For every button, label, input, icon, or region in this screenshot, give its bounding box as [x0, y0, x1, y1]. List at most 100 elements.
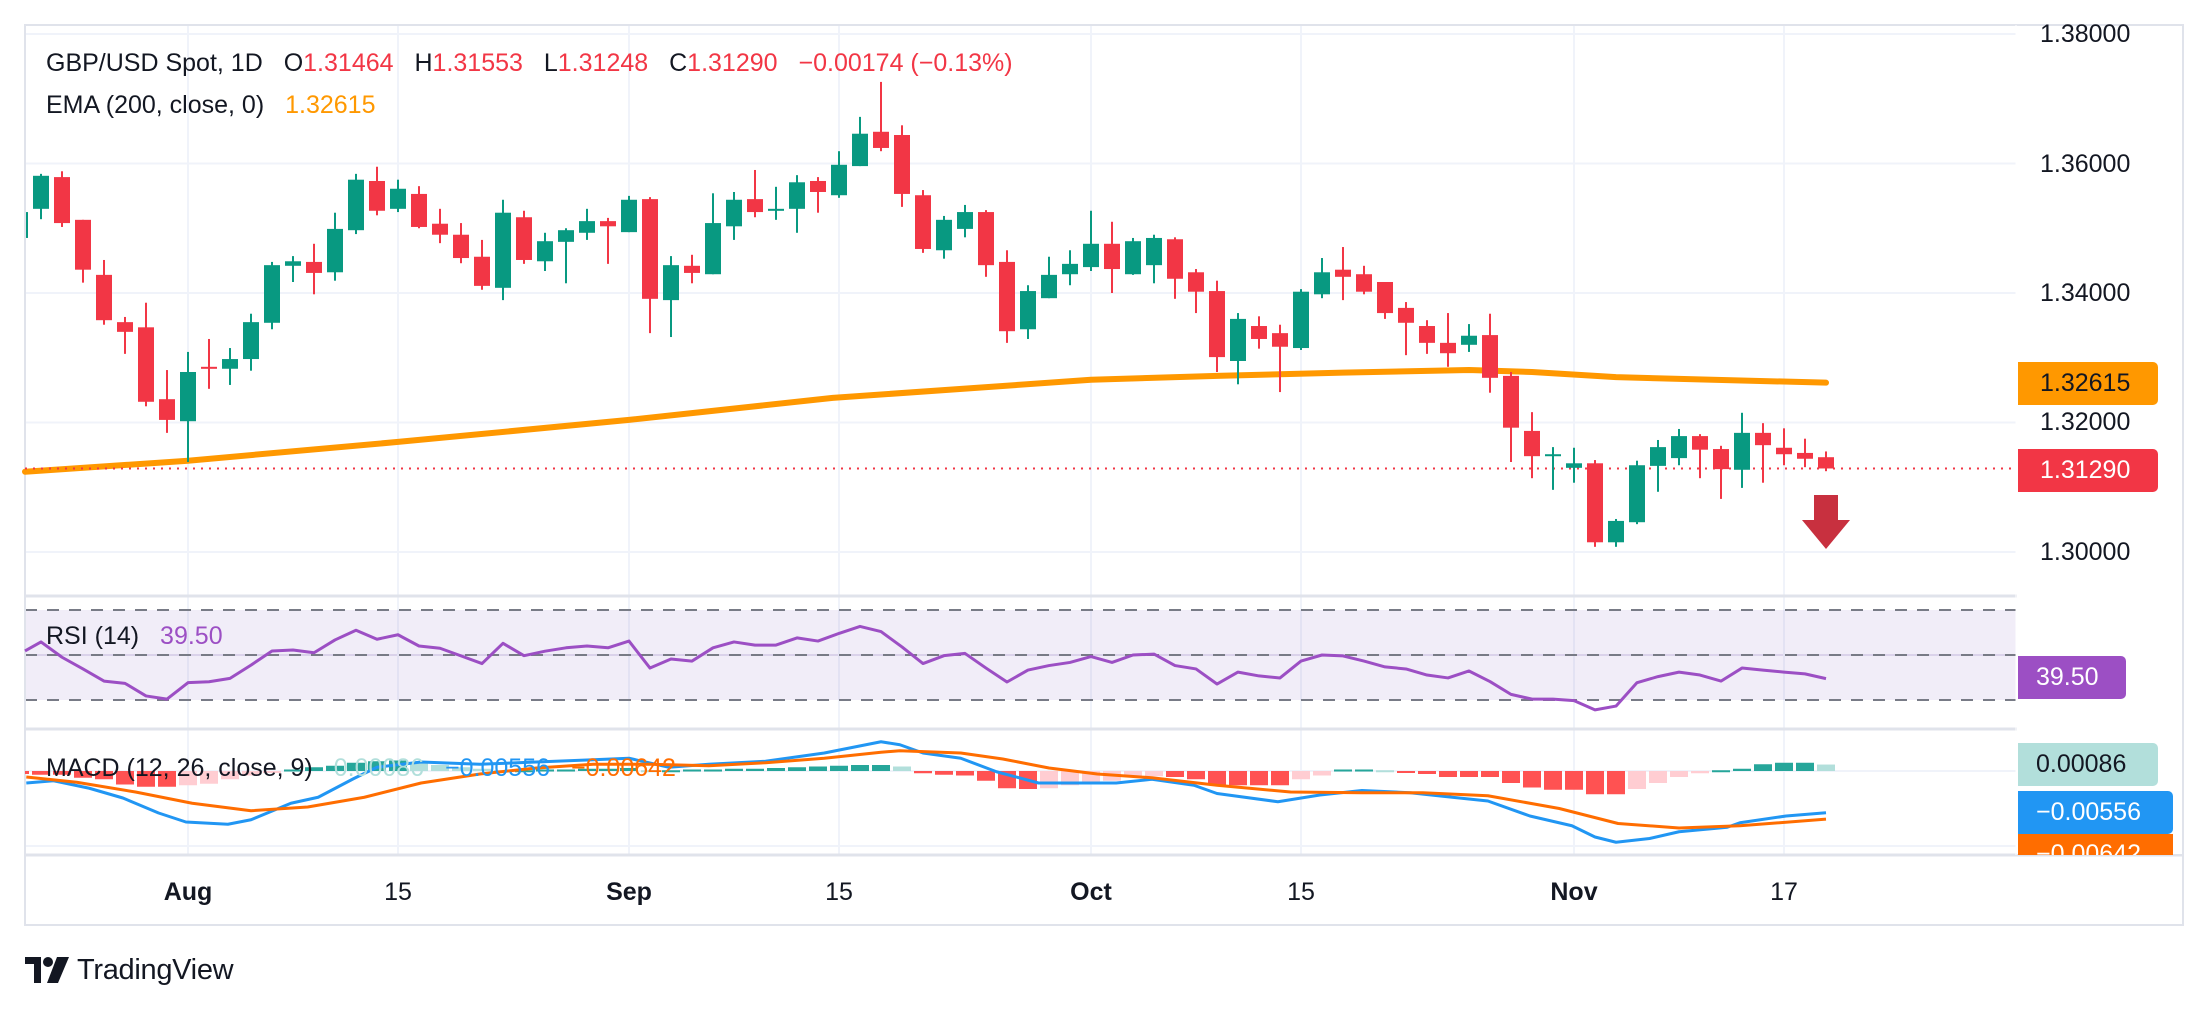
- high-value: 1.31553: [432, 49, 523, 77]
- candle-body: [1272, 333, 1288, 347]
- candle: [1125, 237, 1141, 275]
- candle: [558, 228, 574, 284]
- candle-body: [411, 193, 427, 227]
- candle: [1503, 371, 1519, 462]
- candle-body: [768, 208, 784, 211]
- candle-body: [26, 214, 28, 235]
- macd-histogram-bar: [431, 765, 449, 771]
- candle: [978, 210, 994, 277]
- price-tick-label: 1.38000: [2040, 20, 2131, 48]
- candle-body: [390, 188, 406, 209]
- candle-body: [1230, 318, 1246, 361]
- ema-price-tag: 1.32615: [2018, 362, 2158, 405]
- candle: [894, 125, 910, 207]
- candle-body: [96, 274, 112, 321]
- macd-histogram-bar: [1040, 771, 1058, 789]
- candle: [831, 151, 847, 198]
- ema-legend-value: 1.32615: [285, 91, 376, 119]
- candle: [411, 186, 427, 229]
- macd-line: [26, 740, 1827, 844]
- macd-histogram-bar: [263, 771, 281, 773]
- macd-histogram-bar: [620, 768, 638, 771]
- macd-legend-label[interactable]: MACD (12, 26, close, 9): [46, 754, 313, 782]
- candle: [600, 217, 616, 264]
- macd-histogram-bar: [347, 762, 365, 771]
- macd-histogram-bar: [515, 770, 533, 773]
- symbol-title[interactable]: GBP/USD Spot, 1D: [46, 49, 263, 77]
- candle-body: [1797, 452, 1813, 459]
- ema-legend-label[interactable]: EMA (200, close, 0): [46, 91, 265, 119]
- candle: [474, 239, 490, 290]
- macd-histogram-bar: [956, 771, 974, 776]
- candle-body: [1566, 463, 1582, 468]
- candle-body: [579, 221, 595, 233]
- candle: [1398, 302, 1414, 356]
- macd-histogram-bar: [893, 766, 911, 771]
- candle-body: [33, 175, 49, 209]
- candle-body: [1776, 447, 1792, 455]
- candle-body: [537, 241, 553, 262]
- candle-body: [327, 228, 343, 273]
- macd-histogram-bar: [1271, 771, 1289, 786]
- macd-histogram-bar: [578, 768, 596, 771]
- macd-histogram-bar: [1649, 771, 1667, 783]
- candle: [768, 186, 784, 220]
- macd-legend: MACD (12, 26, close, 9) 0.00086 −0.00556…: [46, 753, 676, 783]
- macd-legend-histogram: 0.00086: [333, 754, 425, 782]
- candle-body: [747, 199, 763, 213]
- candle: [432, 208, 448, 244]
- candle: [390, 179, 406, 213]
- candle-body: [1587, 463, 1603, 543]
- candle: [1230, 313, 1246, 385]
- price-tick-label: 1.36000: [2040, 150, 2131, 178]
- macd-signal-line: [26, 749, 1827, 830]
- candle-body: [1398, 307, 1414, 323]
- macd-histogram-bar: [1418, 771, 1436, 774]
- candle-body: [1209, 291, 1225, 358]
- candle-body: [243, 322, 259, 360]
- macd-histogram-bar: [158, 771, 176, 787]
- ema-legend: EMA (200, close, 0) 1.32615: [46, 90, 375, 120]
- candle-body: [789, 182, 805, 209]
- macd-histogram-bar: [599, 768, 617, 771]
- candle: [1377, 281, 1393, 319]
- tradingview-logo[interactable]: TradingView: [25, 952, 234, 988]
- candle-body: [138, 327, 154, 402]
- candle: [663, 256, 679, 338]
- macd-histogram-bar: [536, 769, 554, 772]
- candle: [1083, 210, 1099, 271]
- candle: [1755, 423, 1771, 483]
- rsi-legend-label[interactable]: RSI (14): [46, 622, 140, 650]
- candle-body: [495, 212, 511, 288]
- macd-histogram-bar: [1166, 771, 1184, 777]
- low-value: 1.31248: [557, 49, 649, 77]
- macd-histogram-bar: [53, 771, 71, 775]
- macd-histogram-bar: [95, 771, 113, 780]
- candle: [1167, 237, 1183, 299]
- candle-body: [1083, 243, 1099, 268]
- low-label: L: [543, 49, 558, 77]
- candle-body: [1335, 269, 1351, 277]
- macd-histogram-bar: [74, 771, 92, 778]
- macd-histogram-bar: [242, 771, 260, 776]
- candle: [705, 193, 721, 275]
- candle: [1335, 247, 1351, 301]
- candle-body: [369, 180, 385, 211]
- candle: [810, 177, 826, 213]
- macd-histogram-bar: [179, 771, 197, 786]
- macd-histogram-bar: [1586, 771, 1604, 795]
- candle-body: [1608, 520, 1624, 543]
- macd-line-tag: −0.00556: [2018, 791, 2173, 834]
- candle-body: [1650, 447, 1666, 466]
- macd-legend-signal: −0.00642: [570, 754, 676, 782]
- candle-body: [201, 366, 217, 369]
- candle-body: [1524, 430, 1540, 457]
- macd-histogram-bar: [788, 767, 806, 771]
- price-tick-label: 1.34000: [2040, 279, 2131, 307]
- candle: [1356, 265, 1372, 295]
- macd-histogram-bar: [1670, 771, 1688, 777]
- candle-body: [600, 221, 616, 227]
- candle: [957, 204, 973, 238]
- candle-body: [1461, 335, 1477, 345]
